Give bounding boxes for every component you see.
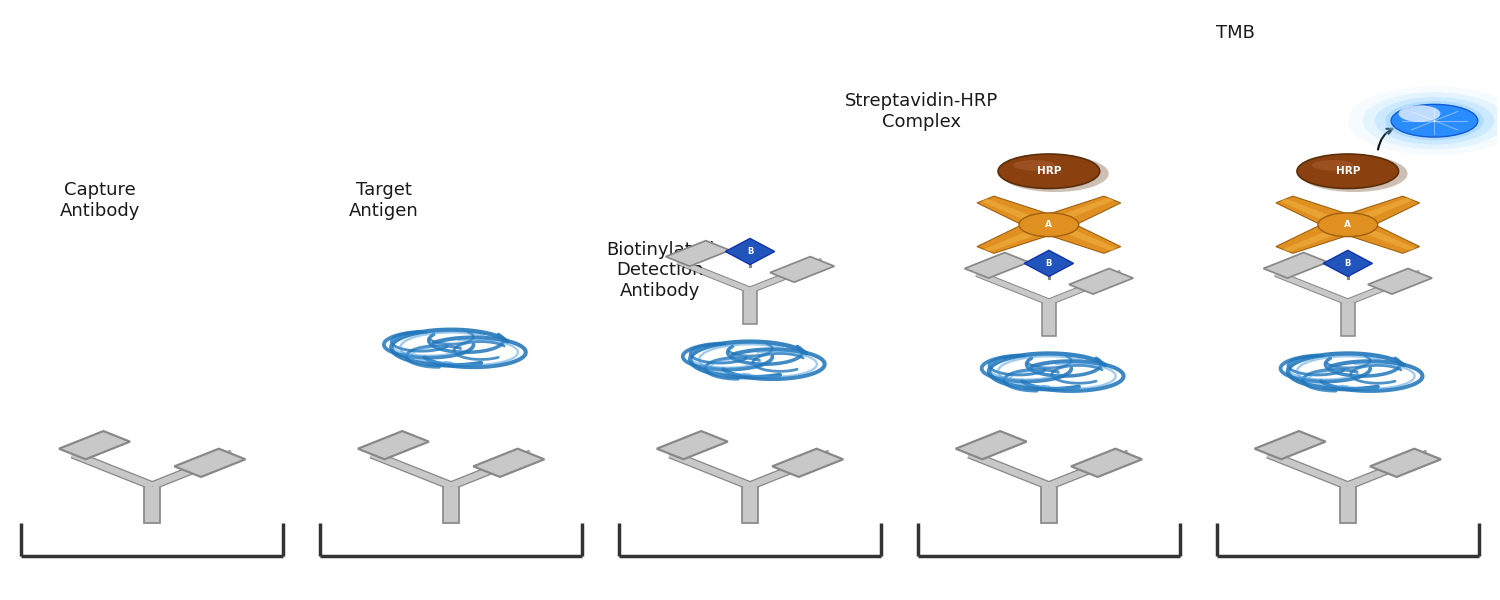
FancyBboxPatch shape xyxy=(1041,486,1056,523)
Text: B: B xyxy=(1046,259,1052,268)
Circle shape xyxy=(1398,105,1440,122)
Polygon shape xyxy=(984,224,1056,251)
Polygon shape xyxy=(1024,250,1074,277)
Text: B: B xyxy=(747,247,753,256)
Polygon shape xyxy=(1071,449,1142,477)
Polygon shape xyxy=(174,449,246,477)
Polygon shape xyxy=(964,253,1029,278)
Polygon shape xyxy=(1334,219,1419,253)
Text: Capture
Antibody: Capture Antibody xyxy=(60,181,140,220)
Polygon shape xyxy=(956,431,1026,459)
Polygon shape xyxy=(666,241,730,266)
Text: TMB: TMB xyxy=(1216,23,1255,41)
FancyBboxPatch shape xyxy=(742,486,758,523)
Text: B: B xyxy=(1344,259,1352,268)
Polygon shape xyxy=(976,196,1064,230)
Polygon shape xyxy=(1341,198,1413,226)
Polygon shape xyxy=(1046,222,1116,251)
Polygon shape xyxy=(58,431,130,459)
Text: A: A xyxy=(1344,220,1352,229)
Circle shape xyxy=(1348,86,1500,155)
Circle shape xyxy=(1384,101,1484,140)
Polygon shape xyxy=(474,449,544,477)
Polygon shape xyxy=(358,431,429,459)
FancyBboxPatch shape xyxy=(742,290,758,324)
Polygon shape xyxy=(1276,196,1362,230)
Polygon shape xyxy=(726,238,774,265)
Ellipse shape xyxy=(1390,104,1478,137)
Polygon shape xyxy=(772,449,843,477)
Text: Biotinylated
Detection
Antibody: Biotinylated Detection Antibody xyxy=(606,241,714,300)
Text: Streptavidin-HRP
Complex: Streptavidin-HRP Complex xyxy=(844,92,999,131)
Circle shape xyxy=(1019,213,1078,236)
Polygon shape xyxy=(981,199,1052,227)
Circle shape xyxy=(1374,97,1494,145)
Text: A: A xyxy=(1046,220,1053,229)
FancyBboxPatch shape xyxy=(144,486,160,523)
Polygon shape xyxy=(770,257,834,282)
Ellipse shape xyxy=(1013,160,1054,170)
Polygon shape xyxy=(1282,224,1354,251)
Polygon shape xyxy=(1370,449,1442,477)
Ellipse shape xyxy=(998,154,1100,188)
FancyBboxPatch shape xyxy=(444,486,459,523)
Polygon shape xyxy=(1346,222,1416,251)
Polygon shape xyxy=(1280,199,1350,227)
Polygon shape xyxy=(1041,198,1114,226)
FancyBboxPatch shape xyxy=(1341,302,1354,335)
FancyBboxPatch shape xyxy=(1042,302,1056,335)
Polygon shape xyxy=(1263,253,1328,278)
Polygon shape xyxy=(976,219,1064,253)
Polygon shape xyxy=(1034,219,1120,253)
Text: HRP: HRP xyxy=(1036,166,1060,176)
Polygon shape xyxy=(1368,269,1432,294)
Circle shape xyxy=(1318,213,1377,236)
Polygon shape xyxy=(1070,269,1132,294)
FancyBboxPatch shape xyxy=(1340,486,1356,523)
Polygon shape xyxy=(1034,196,1120,230)
Text: Target
Antigen: Target Antigen xyxy=(350,181,418,220)
Polygon shape xyxy=(1323,250,1372,277)
Ellipse shape xyxy=(1298,154,1398,188)
Ellipse shape xyxy=(1000,155,1108,192)
Circle shape xyxy=(1362,92,1500,149)
Text: HRP: HRP xyxy=(1335,166,1360,176)
Ellipse shape xyxy=(1312,160,1354,170)
Ellipse shape xyxy=(1300,155,1407,192)
Polygon shape xyxy=(1334,196,1419,230)
Polygon shape xyxy=(657,431,728,459)
Polygon shape xyxy=(1254,431,1326,459)
Polygon shape xyxy=(1276,219,1362,253)
